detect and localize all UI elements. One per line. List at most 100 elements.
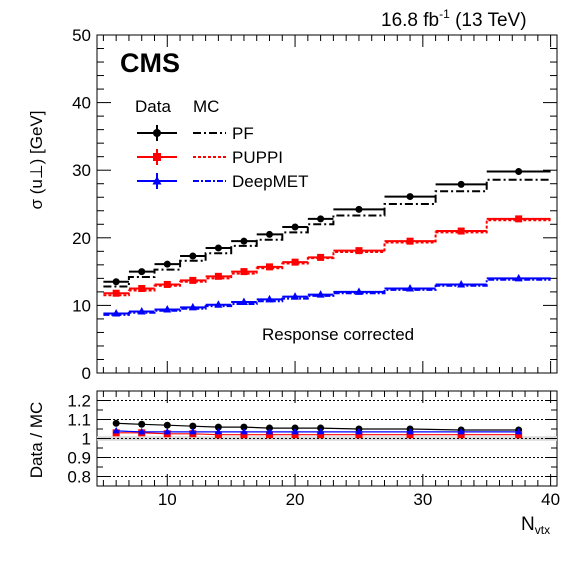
experiment-label: CMS xyxy=(120,48,180,78)
puppi-ratio-point xyxy=(457,431,465,439)
puppi-data-point xyxy=(317,253,325,261)
main-y-tick-label: 50 xyxy=(72,26,91,45)
ratio-y-tick-label: 0.8 xyxy=(67,468,91,487)
pf-ratio-point xyxy=(112,419,120,427)
puppi-data-point xyxy=(138,285,146,292)
deepmet-data-point xyxy=(137,306,146,315)
pf-data-point xyxy=(291,223,299,231)
deepmet-data-point xyxy=(316,290,325,298)
puppi-data-point xyxy=(266,263,273,271)
pf-ratio-point xyxy=(214,423,222,431)
legend-deepmet-marker xyxy=(152,176,162,185)
puppi-ratio-point xyxy=(355,431,363,439)
pf-data-point xyxy=(355,205,363,213)
legend: Data MC PF PUPPI DeepMET xyxy=(135,97,309,191)
puppi-data-point xyxy=(214,272,222,280)
deepmet-ratio-point xyxy=(266,427,273,435)
puppi-data-point xyxy=(112,289,120,297)
deepmet-data-point xyxy=(406,284,415,292)
ratio-y-tick-label: 1 xyxy=(82,430,91,449)
puppi-mc-step xyxy=(103,219,551,297)
main-y-tick-label: 40 xyxy=(72,94,91,113)
deepmet-ratio-point xyxy=(112,426,120,434)
pf-data-point xyxy=(112,278,120,286)
deepmet-ratio-point xyxy=(355,427,363,435)
x-tick-label: 20 xyxy=(286,490,305,509)
deepmet-ratio-point xyxy=(291,427,299,435)
main-plot-frame xyxy=(96,34,558,374)
puppi-data-point xyxy=(163,280,171,288)
x-tick-label: 30 xyxy=(413,490,432,509)
deepmet-data-point xyxy=(112,309,121,317)
pf-data-point xyxy=(214,244,222,252)
puppi-data-point xyxy=(189,276,197,284)
deepmet-ratio-point xyxy=(406,427,414,435)
deepmet-ratio-point xyxy=(457,427,465,435)
legend-puppi-marker xyxy=(153,153,161,161)
pf-data-point xyxy=(163,260,171,268)
legend-mc-header: MC xyxy=(193,97,219,116)
puppi-ratio-point xyxy=(214,431,222,439)
deepmet-ratio-point xyxy=(138,427,146,435)
pf-data-point xyxy=(317,215,325,223)
pf-data-point xyxy=(515,168,523,176)
deepmet-data-point xyxy=(354,287,363,295)
x-tick-label: 40 xyxy=(541,490,560,509)
puppi-ratio-point xyxy=(266,431,273,439)
ratio-plot-layer: 10 20 30 40 0.80.911.11.2 xyxy=(67,391,560,509)
puppi-ratio-point xyxy=(291,431,299,439)
puppi-data-point xyxy=(515,215,523,223)
legend-pf-marker xyxy=(153,129,161,137)
main-y-tick-label: 30 xyxy=(72,161,91,180)
deepmet-ratio-point xyxy=(189,427,197,435)
pf-data-point xyxy=(406,193,414,201)
deepmet-ratio-point xyxy=(317,427,325,435)
ratio-y-tick-label: 1.2 xyxy=(67,392,91,411)
puppi-ratio-point xyxy=(317,431,325,439)
deepmet-data-point xyxy=(265,294,274,303)
puppi-data-point xyxy=(291,258,299,266)
annotation-response-corrected: Response corrected xyxy=(262,325,414,344)
main-plot-layer: 0 10 20 30 40 50 xyxy=(72,26,557,383)
pf-mc-step xyxy=(103,178,551,288)
deepmet-data-point xyxy=(514,273,523,282)
legend-puppi-label: PUPPI xyxy=(232,148,283,167)
main-y-axis-label: σ (u⊥) [GeV] xyxy=(27,111,46,210)
deepmet-data-point xyxy=(163,304,172,313)
deepmet-data-point xyxy=(188,302,197,311)
legend-deepmet-label: DeepMET xyxy=(232,172,309,191)
x-tick-label: 10 xyxy=(158,490,177,509)
pf-data-point xyxy=(189,252,197,260)
puppi-ratio-point xyxy=(406,431,414,439)
pf-ratio-point xyxy=(240,423,248,431)
legend-pf-label: PF xyxy=(232,124,254,143)
puppi-ratio-point xyxy=(240,431,248,439)
deepmet-ratio-point xyxy=(515,427,523,435)
pf-data-point xyxy=(138,268,146,276)
puppi-data-point xyxy=(406,237,414,245)
ratio-y-tick-label: 0.9 xyxy=(67,449,91,468)
deepmet-data-point xyxy=(239,297,248,306)
pf-ratio-point xyxy=(189,422,197,430)
ratio-y-axis-label: Data / MC xyxy=(27,402,46,479)
pf-ratio-point xyxy=(138,420,146,428)
main-y-tick-label: 0 xyxy=(82,364,91,383)
puppi-data-point xyxy=(240,268,248,276)
legend-rows: PF PUPPI DeepMET xyxy=(137,124,309,191)
deepmet-mc-step xyxy=(103,278,551,316)
deepmet-data-point xyxy=(457,279,466,288)
pf-data-point xyxy=(240,237,248,245)
deepmet-ratio-point xyxy=(240,427,248,435)
pf-ratio-point xyxy=(163,421,171,429)
puppi-data-point xyxy=(457,227,465,235)
pf-data-point xyxy=(266,230,273,238)
legend-data-header: Data xyxy=(135,97,171,116)
luminosity-label: 16.8 fb-1 (13 TeV) xyxy=(381,7,527,31)
puppi-data-point xyxy=(355,247,363,255)
x-axis-label: Nvtx xyxy=(521,514,550,537)
puppi-ratio-point xyxy=(515,431,523,439)
deepmet-data-point xyxy=(291,292,300,300)
deepmet-ratio-point xyxy=(214,427,222,435)
deepmet-ratio-point xyxy=(163,427,171,435)
